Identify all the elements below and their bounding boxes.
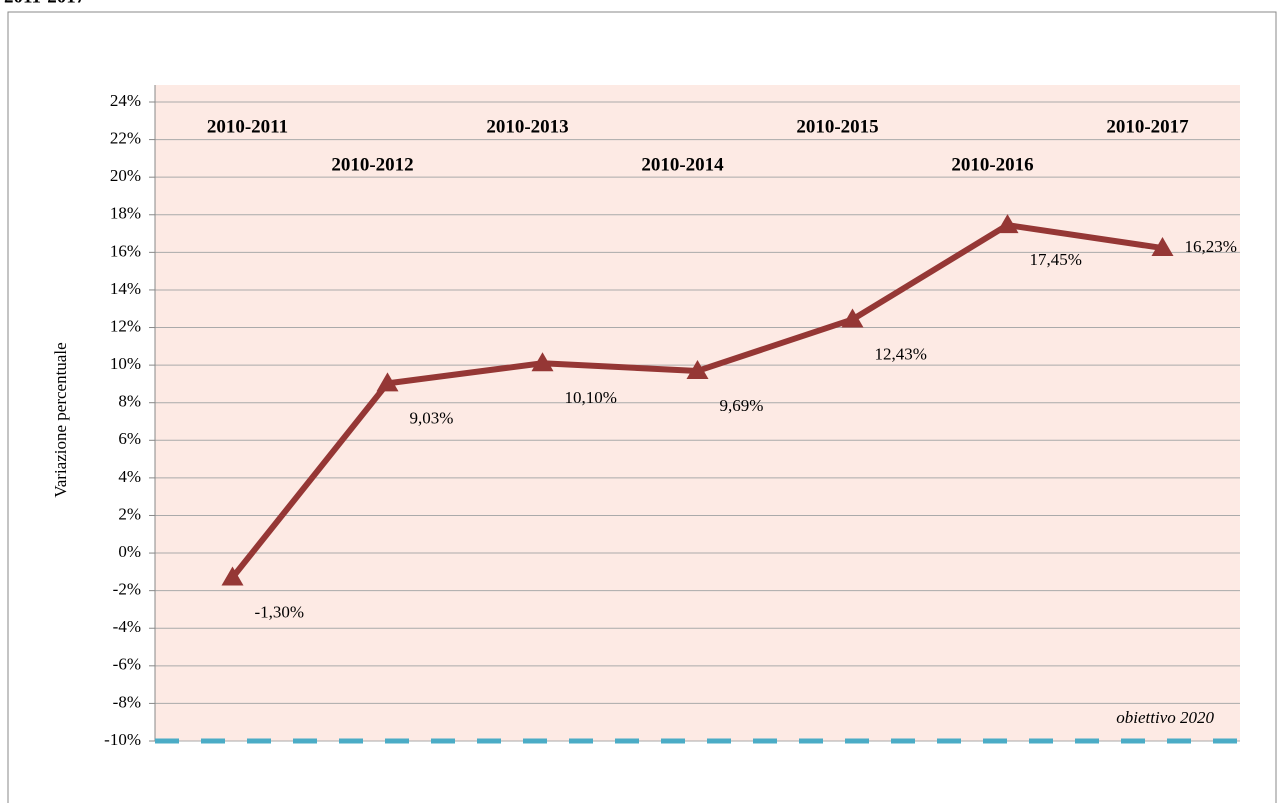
y-tick-label: 22% [110, 128, 141, 147]
target-label: obiettivo 2020 [1116, 708, 1214, 727]
category-label: 2010-2016 [951, 154, 1033, 175]
data-label: 9,69% [720, 396, 764, 415]
data-label: 12,43% [875, 344, 927, 363]
marker [686, 359, 709, 379]
y-tick-label: 12% [110, 316, 141, 335]
y-tick-label: -8% [113, 692, 141, 711]
data-label: -1,30% [255, 602, 305, 621]
y-tick-label: 6% [118, 429, 141, 448]
marker [376, 372, 399, 392]
y-tick-label: 24% [110, 91, 141, 110]
marker [996, 214, 1019, 234]
header: 2011-2017 [4, 0, 86, 7]
y-tick-label: 10% [110, 354, 141, 373]
data-label: 17,45% [1030, 250, 1082, 269]
y-tick-label: 18% [110, 204, 141, 223]
y-tick-label: -2% [113, 580, 141, 599]
y-tick-label: -10% [104, 730, 141, 749]
category-label: 2010-2012 [331, 154, 413, 175]
y-tick-label: 0% [118, 542, 141, 561]
marker [1151, 237, 1174, 257]
y-tick-label: 4% [118, 467, 141, 486]
category-label: 2010-2011 [207, 116, 288, 137]
marker [841, 308, 864, 328]
y-axis-label: Variazione percentuale [51, 342, 70, 497]
category-label: 2010-2014 [641, 154, 724, 175]
marker [531, 352, 554, 372]
category-label: 2010-2015 [796, 116, 878, 137]
y-tick-label: -4% [113, 617, 141, 636]
data-label: 9,03% [410, 408, 454, 427]
category-label: 2010-2017 [1106, 116, 1189, 137]
y-tick-label: 8% [118, 392, 141, 411]
data-label: 16,23% [1185, 237, 1237, 256]
y-tick-label: 14% [110, 279, 141, 298]
y-tick-label: -6% [113, 655, 141, 674]
y-tick-label: 20% [110, 166, 141, 185]
data-label: 10,10% [565, 388, 617, 407]
plot-area [155, 85, 1240, 741]
y-tick-label: 2% [118, 504, 141, 523]
y-tick-label: 16% [110, 241, 141, 260]
marker [221, 566, 244, 586]
category-label: 2010-2013 [486, 116, 568, 137]
